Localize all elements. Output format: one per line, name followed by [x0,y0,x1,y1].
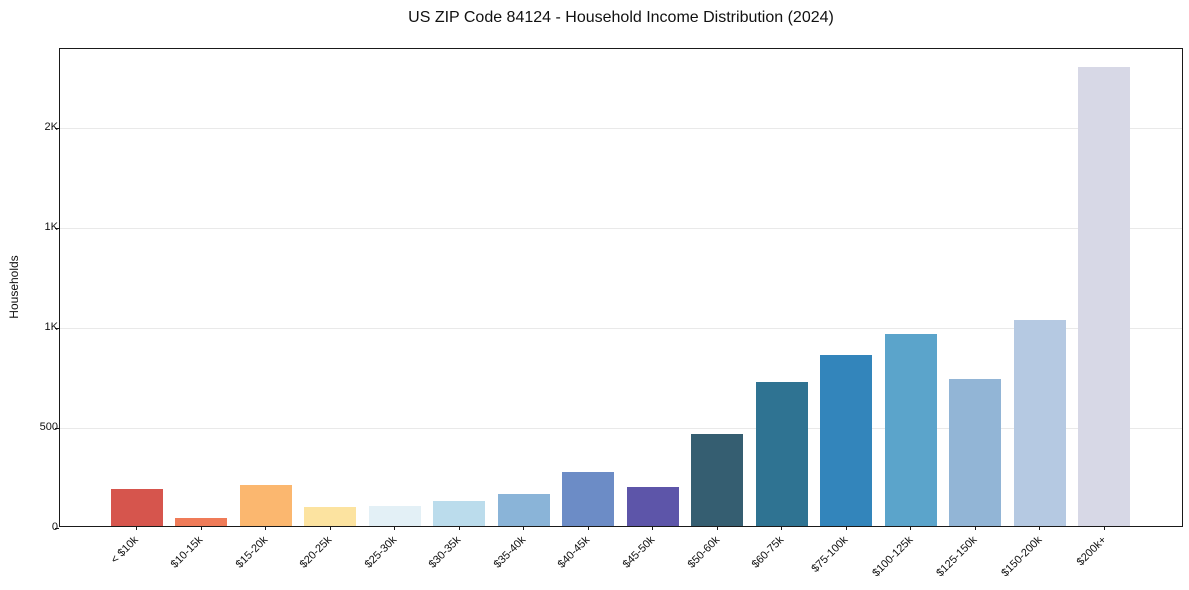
x-tick-label-15: $200k+ [1074,534,1109,569]
y-axis-tick [55,527,59,529]
x-axis-tick [458,526,460,530]
x-tick-label-8: $45-50k [620,534,658,571]
bar-200k [1078,67,1131,526]
x-axis-tick [652,526,654,530]
x-tick-label-13: $125-150k [934,534,980,580]
bar-40-45k [562,472,615,526]
bar-25-30k [368,506,421,526]
x-tick-label-12: $100-125k [870,534,916,580]
bar-30-35k [433,501,486,526]
x-tick-label-10: $60-75k [749,534,787,571]
gridline-1k [60,227,1182,229]
x-axis-tick [394,526,396,530]
y-tick-label-0: 0 [51,521,58,533]
bar-100-125k [884,334,937,526]
x-tick-label-9: $50-60k [685,534,722,571]
bar-50-60k [691,434,744,526]
y-tick-label-3: 1K [44,221,58,233]
y-tick-label-2: 1K [44,321,58,333]
y-axis-label: Households [7,255,21,319]
y-axis-tick [55,427,59,429]
x-tick-label-0: < $10k [109,534,142,567]
y-tick-label-4: 2K [44,121,58,133]
x-axis-tick [974,526,976,530]
plot-area: < $10k $10-15k $15-20k $20-25k $25-30k $30-35… [55,48,1183,579]
x-axis-tick [200,526,202,530]
x-tick-label-2: $15-20k [233,534,271,571]
x-axis-tick [1103,526,1105,530]
x-axis-tick [845,526,847,530]
x-tick-label-3: $20-25k [298,534,335,571]
x-tick-label-4: $25-30k [362,534,400,571]
x-tick-label-14: $150-200k [999,534,1045,580]
bar-15-20k [239,485,292,526]
y-axis-tick [55,327,59,329]
x-tick-label-6: $35-40k [491,534,529,571]
bar-60-75k [755,382,808,526]
bar-35-40k [497,494,550,526]
gridline-1k [60,327,1182,329]
x-axis-tick [1039,526,1041,530]
x-axis-tick [136,526,138,530]
bar-10k [110,489,163,526]
x-tick-label-7: $40-45k [556,534,593,571]
chart-title: US ZIP Code 84124 - Household Income Dis… [408,9,834,26]
bar-125-150k [949,379,1002,526]
x-axis-tick [910,526,912,530]
x-axis-tick [716,526,718,530]
x-tick-label-5: $30-35k [427,534,464,571]
y-tick-label-1: 500 [39,421,58,433]
x-axis-tick [587,526,589,530]
bar-150-200k [1013,320,1066,526]
x-axis-tick [329,526,331,530]
bar-45-50k [626,487,679,526]
y-axis-tick [55,127,59,129]
bar-10-15k [175,518,228,526]
y-axis-tick [55,227,59,229]
x-axis-tick [781,526,783,530]
gridline-2k [60,127,1182,129]
x-tick-label-1: $10-15k [169,534,206,571]
gridline-500 [60,427,1182,429]
x-tick-label-11: $75-100k [809,534,851,575]
bar-75-100k [820,355,873,526]
x-axis-tick [265,526,267,530]
x-axis-tick [523,526,525,530]
bar-20-25k [304,507,357,526]
